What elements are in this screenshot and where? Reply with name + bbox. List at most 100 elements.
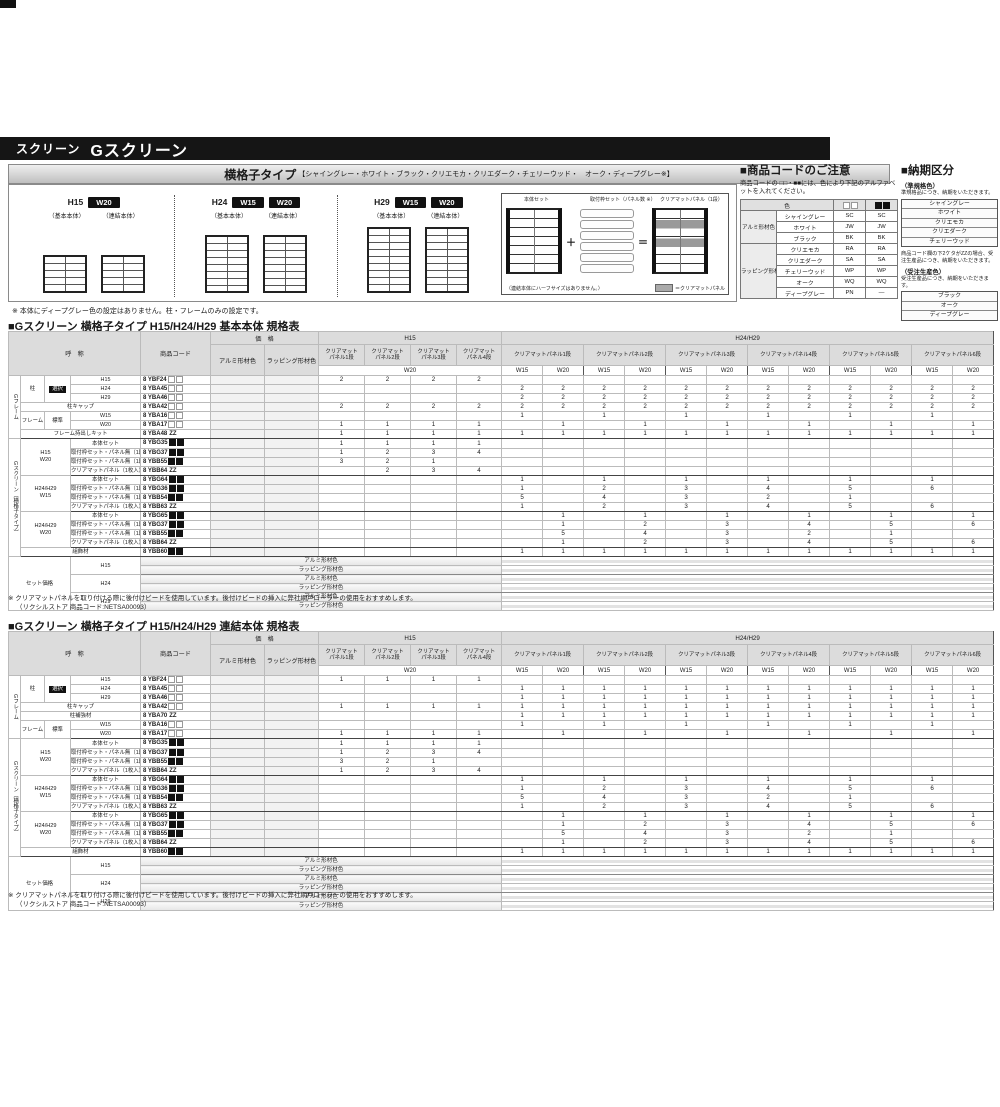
w15-subheader: W15: [665, 365, 708, 376]
qty-cell: [501, 510, 544, 522]
qty-cell: 1: [501, 711, 544, 722]
name-cell: H29: [70, 592, 141, 612]
qty-cell: 2: [952, 402, 995, 413]
qty-cell: [583, 810, 626, 822]
qty-cell: 1: [624, 684, 667, 695]
qty-cell: [665, 438, 708, 449]
code-header: 商品コード: [140, 331, 211, 376]
qty-cell: [911, 747, 954, 758]
qty-cell: [952, 456, 995, 467]
color-col-header: 色: [740, 199, 834, 212]
qty-cell: [788, 438, 831, 449]
qty-cell: 4: [788, 820, 831, 831]
qty-cell: [747, 529, 790, 540]
type-title-bar: 横格子タイプ 【シャイングレー・ホワイト・ブラック・クリエモカ・クリエダーク・チ…: [8, 164, 890, 184]
name-cell: H24: [70, 684, 141, 695]
price-cell: [210, 674, 265, 686]
qty-cell: 1: [542, 847, 585, 858]
qty-cell: [318, 538, 365, 549]
qty-cell: [870, 756, 913, 767]
qty-cell: [501, 520, 544, 531]
name-cell: 取付枠セット・パネル無（1段）: [70, 456, 141, 467]
qty-cell: 3: [665, 801, 708, 812]
qty-cell: [911, 792, 954, 803]
name-cell: フレーム: [20, 411, 45, 431]
panel-col-header: クリアマット パネル2段: [364, 644, 411, 666]
qty-cell: 1: [501, 429, 544, 440]
qty-cell: 6: [952, 538, 995, 549]
qty-cell: 1: [911, 847, 954, 858]
name-cell: H15 W20: [20, 438, 71, 476]
price-cell: [210, 783, 265, 794]
panel-col-header: クリアマットパネル3段: [665, 644, 749, 666]
qty-cell: [501, 738, 544, 749]
qty-cell: [706, 774, 749, 785]
qty-cell: [624, 501, 667, 512]
qty-cell: [747, 820, 790, 831]
diagram-legend: ＝クリアマットパネル: [654, 284, 725, 292]
price-cell: [264, 429, 319, 440]
product-code-cell: 8 YBA42: [140, 402, 211, 413]
qty-cell: [788, 783, 831, 794]
price-cell: [210, 747, 265, 758]
panel-col-header: クリアマット パネル4段: [455, 644, 503, 666]
qty-cell: [410, 792, 457, 803]
set-price-value-area: [501, 856, 995, 867]
qty-cell: 1: [501, 702, 544, 713]
qty-cell: 1: [870, 729, 913, 740]
qty-cell: 2: [747, 492, 790, 503]
qty-cell: [583, 765, 626, 776]
qty-cell: 1: [501, 847, 544, 858]
price-cell: [210, 829, 265, 840]
price-cell: [210, 411, 265, 422]
qty-cell: 1: [542, 547, 585, 558]
price-cell: [210, 756, 265, 767]
qty-cell: 1: [410, 420, 457, 431]
qty-cell: [870, 738, 913, 749]
qty-cell: 1: [665, 411, 708, 422]
spec-row: 取付枠セット・パネル無（1段）8 YBB55 5 4 3 2 1: [9, 529, 995, 540]
qty-cell: 1: [364, 738, 411, 749]
qty-cell: 1: [706, 547, 749, 558]
qty-cell: [911, 674, 954, 686]
qty-cell: 4: [747, 801, 790, 812]
qty-cell: [870, 456, 913, 467]
price-cell: [264, 702, 319, 713]
qty-cell: [665, 738, 708, 749]
set-price-material-label: ラッピング形材色: [139, 583, 503, 594]
qty-cell: 1: [788, 547, 831, 558]
lattice-icon: [367, 227, 412, 293]
qty-cell: 1: [364, 438, 411, 449]
section-group-label: Gスクリーン（横格子タイプ）: [8, 738, 21, 858]
qty-cell: [829, 538, 872, 549]
qty-cell: [952, 492, 995, 503]
qty-cell: [624, 747, 667, 758]
qty-cell: 2: [583, 501, 626, 512]
qty-cell: 5: [829, 483, 872, 494]
qty-cell: 1: [747, 684, 790, 695]
qty-cell: [542, 483, 585, 494]
name-cell: クリアマットパネル（1枚入）: [70, 838, 141, 849]
qty-cell: [542, 792, 585, 803]
qty-cell: [410, 384, 457, 395]
h15-group-header: H15: [317, 331, 503, 345]
qty-cell: 3: [706, 829, 749, 840]
qty-cell: 3: [410, 447, 457, 458]
qty-cell: [706, 438, 749, 449]
qty-cell: [318, 684, 365, 695]
price-cell: [210, 738, 265, 749]
qty-cell: [410, 820, 457, 831]
qty-cell: 3: [318, 456, 365, 467]
qty-cell: 1: [501, 411, 544, 422]
qty-cell: [455, 538, 503, 549]
price-cell: [264, 674, 319, 686]
qty-cell: [501, 438, 544, 449]
qty-cell: [410, 829, 457, 840]
set-price-material-label: アルミ形材色: [139, 874, 503, 885]
spec-row: クリアマットパネル（1枚入） 8 YBB64 ZZ 2 3 4: [9, 465, 995, 476]
qty-cell: 6: [911, 801, 954, 812]
section-group-label: Gフレーム: [8, 674, 21, 740]
qty-cell: 5: [870, 820, 913, 831]
panel-col-header: クリアマットパネル1段: [501, 344, 585, 366]
qty-cell: 1: [583, 847, 626, 858]
